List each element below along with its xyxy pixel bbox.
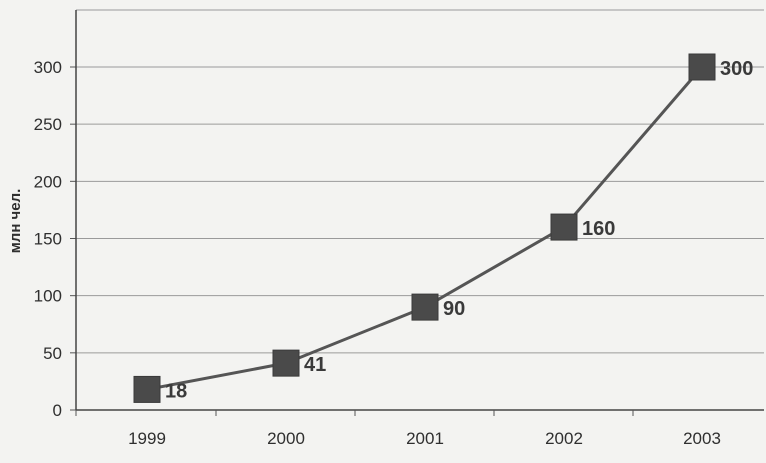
data-label: 18 — [165, 380, 187, 402]
y-tick-label: 200 — [34, 172, 62, 191]
data-label: 90 — [443, 298, 465, 320]
x-tick-label: 2003 — [683, 429, 721, 448]
y-tick-label: 150 — [34, 230, 62, 249]
axes — [70, 10, 764, 416]
x-tick-label: 2000 — [267, 429, 305, 448]
data-point-marker — [133, 375, 161, 403]
y-tick-label: 300 — [34, 58, 62, 77]
data-point-marker — [550, 213, 578, 241]
data-point-marker — [272, 349, 300, 377]
y-tick-label: 100 — [34, 287, 62, 306]
data-point-marker — [411, 293, 439, 321]
y-axis-title: млн чел. — [7, 189, 24, 254]
x-tick-label: 1999 — [128, 429, 166, 448]
y-tick-label: 50 — [43, 344, 62, 363]
data-label: 300 — [720, 58, 753, 80]
series-line — [146, 66, 704, 391]
y-axis-tick-labels: 0 50 100 150 200 250 300 — [34, 58, 62, 420]
series-markers — [133, 53, 716, 403]
data-label: 160 — [582, 218, 615, 240]
x-tick-label: 2002 — [545, 429, 583, 448]
y-tick-label: 250 — [34, 115, 62, 134]
x-tick-label: 2001 — [406, 429, 444, 448]
data-label: 41 — [304, 354, 326, 376]
data-point-marker — [688, 53, 716, 81]
x-axis-tick-labels: 1999 2000 2001 2002 2003 — [128, 429, 721, 448]
gridlines — [76, 9, 764, 354]
data-labels: 18 41 90 160 300 — [165, 58, 753, 402]
y-tick-label: 0 — [53, 401, 62, 420]
series-line-path — [146, 66, 704, 391]
